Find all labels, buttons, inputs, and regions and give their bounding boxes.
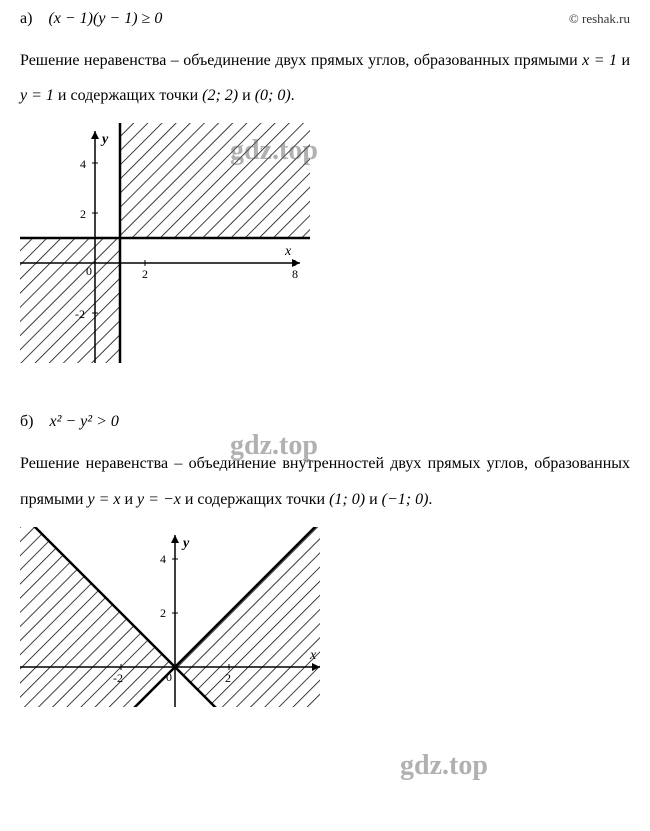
- svg-text:0: 0: [166, 670, 172, 684]
- desc-a-t1: Решение неравенства – объединение двух п…: [20, 52, 582, 69]
- desc-b-eq1: y = x: [87, 491, 120, 508]
- svg-text:y: y: [181, 536, 190, 551]
- desc-b-pt2: (−1; 0): [382, 491, 429, 508]
- svg-text:0: 0: [86, 264, 92, 278]
- desc-a-t4: и: [238, 87, 255, 104]
- desc-a-t3: и содержащих точки: [54, 87, 202, 104]
- label-b: б): [20, 413, 33, 430]
- formula-a: (x − 1)(y − 1) ≥ 0: [48, 10, 162, 27]
- watermark: gdz.top: [400, 750, 488, 782]
- desc-b-eq2: y = −x: [137, 491, 181, 508]
- svg-text:4: 4: [80, 157, 86, 171]
- graph-b: 0 y x 2 4 -2 2: [20, 527, 320, 707]
- svg-text:2: 2: [225, 671, 231, 685]
- desc-b-t4: и: [365, 491, 382, 508]
- problem-a-label: а) (x − 1)(y − 1) ≥ 0: [20, 10, 162, 28]
- desc-a-pt2: (0; 0): [255, 87, 291, 104]
- desc-b-t2: и: [120, 491, 137, 508]
- svg-text:x: x: [284, 244, 292, 259]
- svg-text:y: y: [100, 132, 109, 147]
- desc-a-eq2: y = 1: [20, 87, 54, 104]
- description-b: Решение неравенства – объединение внутре…: [20, 446, 630, 516]
- desc-b-t5: .: [428, 491, 432, 508]
- header-row: а) (x − 1)(y − 1) ≥ 0 © reshak.ru: [20, 10, 630, 28]
- desc-a-t2: и: [617, 52, 630, 69]
- problem-b-label: б) x² − y² > 0: [20, 413, 630, 431]
- svg-text:4: 4: [160, 552, 166, 566]
- svg-text:2: 2: [80, 207, 86, 221]
- svg-text:2: 2: [142, 267, 148, 281]
- description-a: Решение неравенства – объединение двух п…: [20, 43, 630, 113]
- graph-b-svg: 0 y x 2 4 -2 2: [20, 527, 320, 707]
- desc-a-pt1: (2; 2): [202, 87, 238, 104]
- label-a: а): [20, 10, 32, 27]
- svg-text:x: x: [309, 648, 317, 663]
- svg-text:2: 2: [160, 606, 166, 620]
- svg-text:8: 8: [292, 267, 298, 281]
- formula-b: x² − y² > 0: [49, 413, 118, 430]
- copyright: © reshak.ru: [569, 11, 630, 27]
- graph-a-svg: 0 2 8 2 4 -2 y x: [20, 123, 310, 363]
- svg-text:-2: -2: [75, 307, 85, 321]
- graph-a: 0 2 8 2 4 -2 y x: [20, 123, 320, 373]
- svg-text:-2: -2: [113, 671, 123, 685]
- section-b: б) x² − y² > 0 Решение неравенства – объ…: [20, 413, 630, 516]
- desc-a-eq1: x = 1: [582, 52, 617, 69]
- desc-a-t5: .: [291, 87, 295, 104]
- desc-b-t3: и содержащих точки: [181, 491, 329, 508]
- desc-b-pt1: (1; 0): [329, 491, 365, 508]
